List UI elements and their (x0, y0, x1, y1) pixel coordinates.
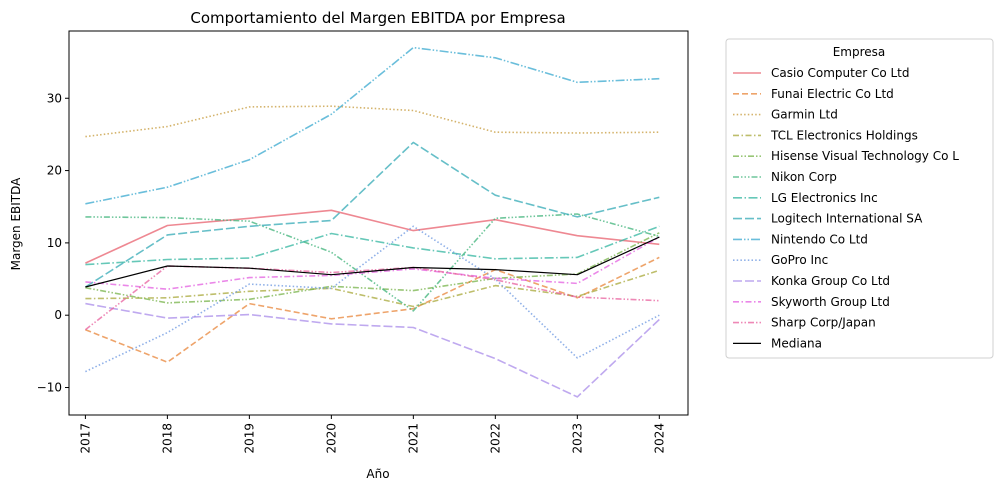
legend-label-2: Garmin Ltd (771, 108, 838, 122)
chart-title: Comportamiento del Margen EBITDA por Emp… (190, 9, 565, 27)
x-tick-label: 2024 (652, 423, 666, 454)
series-layer (84, 46, 660, 398)
series-line-0 (85, 209, 660, 264)
legend-label-9: GoPro Inc (771, 253, 828, 267)
legend-title: Empresa (833, 45, 886, 59)
series-line-6 (85, 225, 660, 266)
x-tick-label: 2021 (406, 423, 420, 454)
y-axis: −10 0 10 20 30 (37, 91, 69, 395)
x-tick-label: 2023 (570, 423, 584, 454)
legend: Empresa Casio Computer Co Ltd Funai Elect… (725, 38, 994, 359)
legend-label-3: TCL Electronics Holdings (770, 128, 918, 142)
series-line-5 (85, 213, 660, 312)
legend-label-0: Casio Computer Co Ltd (771, 66, 910, 80)
y-axis-label: Margen EBITDA (9, 177, 23, 271)
legend-label-8: Nintendo Co Ltd (771, 232, 868, 246)
series-line-7 (84, 141, 660, 288)
x-axis-label: Año (366, 467, 389, 481)
legend-box (725, 38, 994, 359)
series-line-10 (85, 302, 660, 398)
legend-label-1: Funai Electric Co Ltd (771, 87, 894, 101)
x-axis: 2017 2018 2019 2020 2021 2022 2023 2024 (78, 415, 666, 454)
legend-label-5: Nikon Corp (771, 170, 837, 184)
legend-label-10: Konka Group Co Ltd (771, 274, 890, 288)
x-tick-label: 2019 (242, 423, 256, 454)
series-line-11 (85, 236, 660, 291)
y-tick-label: 20 (47, 164, 62, 178)
legend-label-7: Logitech International SA (771, 212, 923, 226)
y-tick-label: 10 (47, 236, 62, 250)
legend-label-11: Skyworth Group Ltd (771, 295, 890, 309)
series-line-9 (85, 225, 660, 373)
x-tick-label: 2018 (160, 423, 174, 454)
x-tick-label: 2017 (78, 423, 92, 454)
plot-frame (68, 30, 689, 416)
series-line-1 (85, 256, 660, 364)
x-tick-label: 2022 (488, 423, 502, 454)
x-tick-label: 2020 (324, 423, 338, 454)
series-line-13 (85, 236, 660, 288)
series-line-3 (85, 269, 660, 308)
legend-label-12: Sharp Corp/Japan (771, 316, 876, 330)
series-line-8 (85, 46, 660, 205)
y-tick-label: −10 (37, 381, 62, 395)
legend-label-13: Mediana (771, 336, 822, 350)
series-line-4 (85, 232, 660, 304)
series-line-2 (85, 105, 660, 138)
y-tick-label: 0 (54, 308, 62, 322)
legend-label-6: LG Electronics Inc (771, 191, 878, 205)
legend-label-4: Hisense Visual Technology Co L (771, 149, 959, 163)
y-tick-label: 30 (47, 91, 62, 105)
